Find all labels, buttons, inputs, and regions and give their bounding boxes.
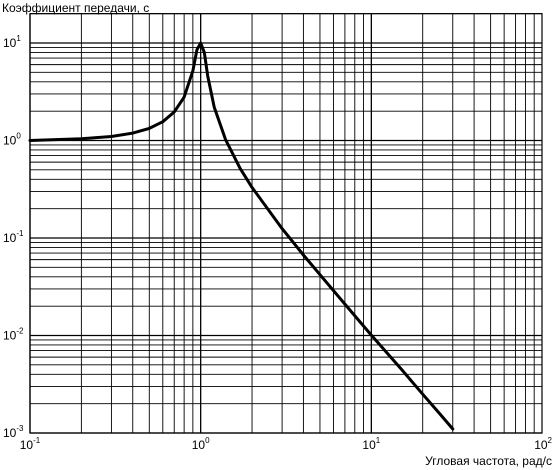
- x-tick-labels: 10-1 100 101 102: [20, 436, 553, 452]
- x-tick-label: 10-1: [20, 436, 41, 452]
- y-tick-label: 100: [3, 132, 21, 148]
- y-tick-label: 10-3: [3, 424, 24, 440]
- y-tick-labels: 10-3 10-2 10-1 100 101: [3, 34, 24, 440]
- plot-frame: [29, 13, 543, 434]
- series-line: [28, 41, 455, 431]
- y-axis-label: Коэффициент передачи, с: [2, 1, 150, 15]
- y-tick-label: 101: [3, 34, 21, 50]
- x-tick-label: 100: [192, 436, 210, 452]
- x-axis-label: Угловая частота, рад/с: [425, 454, 552, 468]
- y-tick-label: 10-2: [3, 327, 24, 343]
- y-tick-label: 10-1: [3, 229, 24, 245]
- grid: [29, 13, 542, 434]
- x-tick-label: 102: [534, 436, 552, 452]
- x-tick-label: 101: [362, 436, 380, 452]
